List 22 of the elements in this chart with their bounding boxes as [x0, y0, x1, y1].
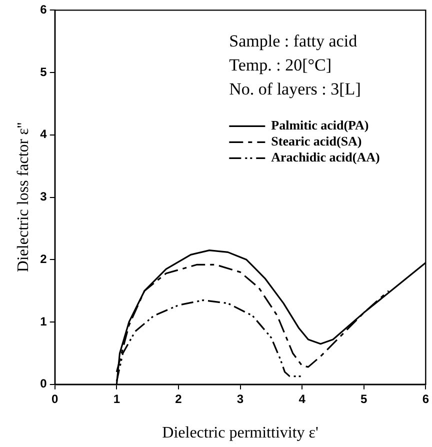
x-tick-label: 0	[52, 392, 59, 406]
legend-label: Palmitic acid(PA)	[271, 118, 369, 133]
y-tick-label: 1	[40, 314, 48, 328]
y-tick-label: 2	[40, 252, 48, 266]
y-tick-label: 4	[40, 127, 48, 142]
x-tick-label: 2	[175, 392, 182, 406]
legend-label: Arachidic acid(AA)	[271, 150, 380, 165]
y-tick-label: 5	[40, 64, 48, 79]
annotation: No. of layers : 3[L]	[229, 80, 361, 99]
legend-label: Stearic acid(SA)	[271, 134, 362, 149]
x-tick-label: 5	[360, 392, 368, 406]
y-axis-title: Dielectric loss factor ε''	[14, 122, 32, 272]
x-axis-title: Dielectric permittivity ε'	[162, 424, 318, 442]
annotation: Sample : fatty acid	[229, 32, 358, 51]
y-tick-label: 0	[40, 376, 48, 391]
y-tick-label: 3	[40, 190, 48, 204]
x-tick-label: 1	[113, 392, 120, 406]
x-tick-label: 3	[236, 392, 244, 406]
x-tick-label: 6	[422, 392, 430, 406]
x-tick-label: 4	[298, 392, 306, 406]
annotation: Temp. : 20[°C]	[229, 56, 332, 75]
y-tick-label: 6	[40, 2, 48, 17]
